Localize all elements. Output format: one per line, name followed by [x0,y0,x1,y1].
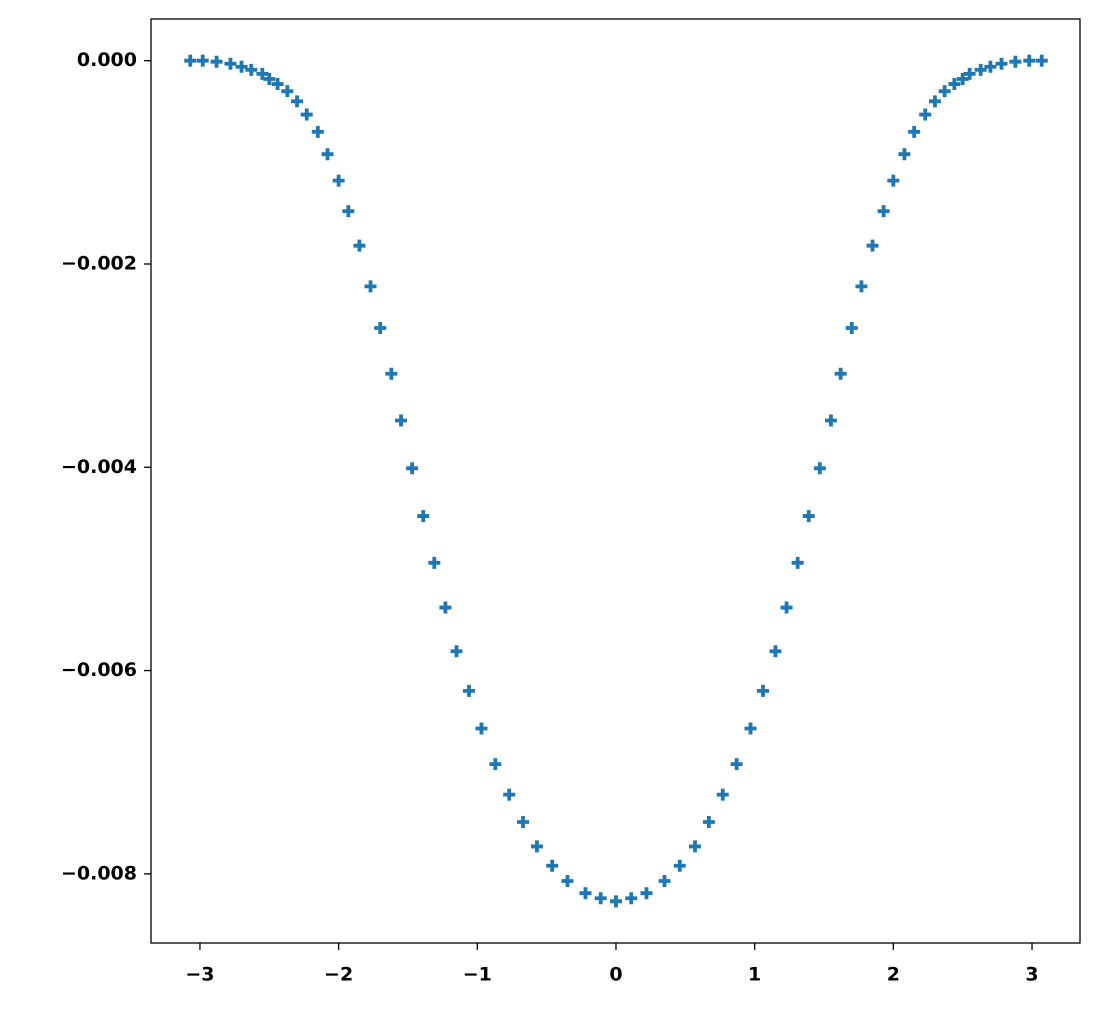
marker [898,148,911,161]
marker [406,462,419,475]
marker [756,684,769,697]
marker [196,54,209,67]
marker [417,510,430,523]
marker [625,892,638,905]
y-tick-label: −0.002 [61,252,137,274]
marker [546,859,559,872]
x-tick-label: 2 [887,964,900,986]
marker [1023,54,1036,67]
marker [364,280,377,293]
x-tick-label: 3 [1025,964,1038,986]
marker [780,601,793,614]
marker [579,887,592,900]
marker [866,239,879,252]
plot-frame [150,18,1081,944]
marker [948,78,961,91]
x-tick-label: 0 [609,964,622,986]
marker [887,174,900,187]
marker [210,55,223,68]
marker [769,645,782,658]
marker [802,510,815,523]
marker [594,892,607,905]
marker [1035,54,1048,67]
marker [256,67,269,80]
marker [995,57,1008,70]
y-tick-label: −0.004 [61,456,137,478]
marker [332,174,345,187]
marker [311,125,324,138]
marker [353,239,366,252]
marker [877,205,890,218]
marker [813,462,826,475]
marker [428,556,441,569]
marker [744,722,757,735]
x-tick-label: −1 [463,964,492,986]
marker [702,816,715,829]
marker [184,54,197,67]
marker [716,788,729,801]
marker [281,85,294,98]
marker [984,60,997,73]
marker [963,67,976,80]
marker [658,874,671,887]
marker [374,322,387,335]
marker [489,758,502,771]
marker [673,859,686,872]
marker [321,148,334,161]
y-tick-label: −0.008 [61,862,137,884]
x-tick-label: 1 [748,964,761,986]
marker [1009,55,1022,68]
marker [791,556,804,569]
marker [263,72,276,85]
marker [640,887,653,900]
marker [439,601,452,614]
marker [385,367,398,380]
marker [475,722,488,735]
marker [561,874,574,887]
y-tick-label: −0.006 [61,659,137,681]
marker [462,684,475,697]
marker [271,78,284,91]
marker [395,414,408,427]
marker [689,840,702,853]
marker [908,125,921,138]
y-tick-label: 0.000 [77,49,137,71]
marker [342,205,355,218]
marker [855,280,868,293]
marker [235,60,248,73]
marker [919,108,932,121]
marker [450,645,463,658]
marker [503,788,516,801]
marker [938,85,951,98]
marker [291,95,304,108]
marker [517,816,530,829]
marker [834,367,847,380]
marker [928,95,941,108]
marker [245,63,258,76]
marker [824,414,837,427]
x-tick-label: −3 [185,964,214,986]
marker [224,57,237,70]
marker [845,322,858,335]
marker [530,840,543,853]
marker [956,72,969,85]
marker [300,108,313,121]
marker [974,63,987,76]
marker [730,758,743,771]
x-tick-label: −2 [324,964,353,986]
marker [609,895,622,908]
